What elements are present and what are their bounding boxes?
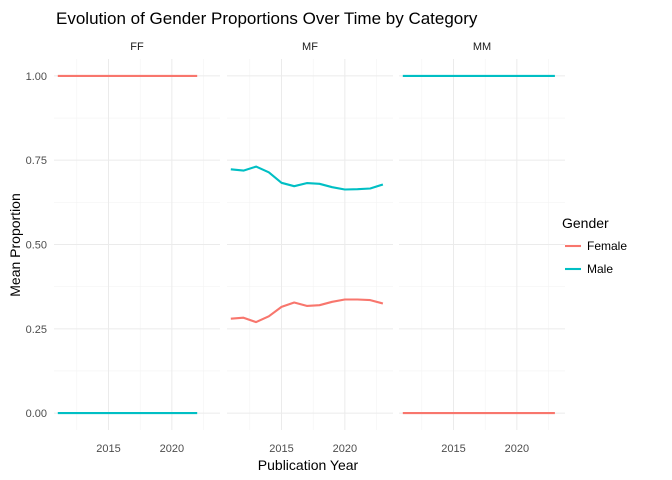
series-line-female xyxy=(230,298,384,324)
x-tick-label: 2015 xyxy=(269,443,293,455)
x-tick-label: 2020 xyxy=(333,443,357,455)
x-axis-title: Publication Year xyxy=(258,457,359,473)
y-axis-title: Mean Proportion xyxy=(7,193,23,297)
x-tick-label: 2020 xyxy=(505,443,529,455)
x-tick-label: 2015 xyxy=(96,443,120,455)
chart-title: Evolution of Gender Proportions Over Tim… xyxy=(56,9,478,28)
y-tick-label: 0.50 xyxy=(26,240,47,252)
facet-strip-label: MM xyxy=(473,41,491,53)
y-tick-label: 1.00 xyxy=(26,71,47,83)
legend-label-male: Male xyxy=(587,262,613,276)
facet-panel-mm: 2015 2020 MM xyxy=(399,41,565,455)
x-tick-label: 2015 xyxy=(441,443,465,455)
y-tick-label: 0.75 xyxy=(26,155,47,167)
facet-panel-mf: 2015 2020 MF xyxy=(227,41,393,455)
series-line-male xyxy=(230,165,384,191)
legend-label-female: Female xyxy=(587,239,627,253)
facet-panels: 0.00 0.25 0.50 0.75 1.00 2015 2020 FF 2015 2020 MF… xyxy=(26,41,565,455)
legend-title: Gender xyxy=(562,215,609,231)
facet-strip-label: FF xyxy=(130,41,144,53)
y-tick-label: 0.00 xyxy=(26,408,47,420)
facet-strip-label: MF xyxy=(302,41,318,53)
facet-panel-ff: 2015 2020 FF xyxy=(54,41,220,455)
x-tick-label: 2020 xyxy=(160,443,184,455)
y-tick-label: 0.25 xyxy=(26,324,47,336)
legend: Gender Female Male xyxy=(562,215,627,276)
